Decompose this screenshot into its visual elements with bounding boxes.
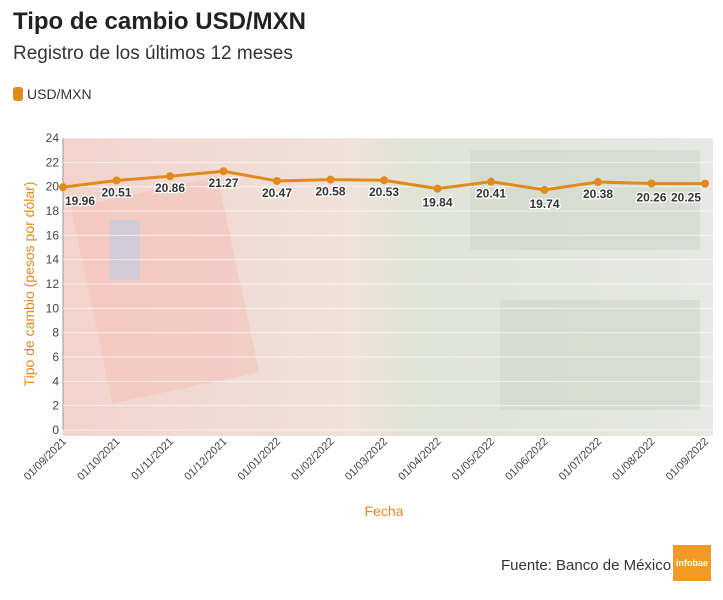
dollar-note bbox=[470, 150, 700, 250]
legend: USD/MXN bbox=[13, 86, 92, 102]
x-tick-label: 01/12/2021 bbox=[182, 436, 229, 483]
data-label: 20.41 bbox=[476, 187, 506, 201]
peso-note-blue bbox=[110, 220, 140, 280]
data-label: 20.53 bbox=[369, 185, 399, 199]
data-label: 20.25 bbox=[671, 191, 701, 205]
y-tick-label: 2 bbox=[52, 399, 59, 413]
dollar-note bbox=[500, 300, 700, 410]
data-point bbox=[273, 176, 281, 185]
x-tick-label: 01/04/2022 bbox=[396, 436, 443, 483]
data-point bbox=[219, 167, 228, 176]
y-tick-label: 16 bbox=[46, 228, 60, 242]
infobae-logo: infobae bbox=[673, 545, 711, 581]
data-point bbox=[59, 183, 67, 192]
data-label: 19.84 bbox=[422, 196, 452, 210]
x-tick-label: 01/02/2022 bbox=[289, 436, 336, 483]
data-label: 21.27 bbox=[208, 176, 238, 190]
data-point bbox=[112, 176, 121, 185]
data-point bbox=[647, 179, 656, 188]
x-tick-label: 01/01/2022 bbox=[236, 436, 283, 483]
y-tick-label: 14 bbox=[46, 253, 60, 267]
data-point bbox=[433, 184, 442, 193]
chart-title: Tipo de cambio USD/MXN bbox=[13, 8, 306, 35]
data-label: 20.47 bbox=[262, 186, 292, 200]
data-point bbox=[166, 172, 174, 181]
y-tick-label: 4 bbox=[52, 374, 59, 388]
x-tick-label: 01/10/2021 bbox=[75, 436, 122, 483]
x-tick-label: 01/06/2022 bbox=[503, 436, 550, 483]
x-axis-title: Fecha bbox=[365, 503, 404, 519]
data-point bbox=[701, 179, 709, 188]
source-note: Fuente: Banco de México bbox=[501, 557, 672, 574]
x-tick-label: 01/05/2022 bbox=[450, 436, 497, 483]
x-tick-label: 01/11/2021 bbox=[129, 436, 176, 483]
legend-label: USD/MXN bbox=[27, 86, 92, 102]
y-axis-title: Tipo de cambio (pesos por dólar) bbox=[21, 182, 37, 387]
data-point bbox=[380, 176, 388, 185]
y-tick-label: 18 bbox=[46, 204, 60, 218]
y-tick-label: 20 bbox=[46, 180, 60, 194]
data-label: 20.86 bbox=[155, 181, 185, 195]
legend-swatch bbox=[13, 87, 23, 101]
data-label: 20.58 bbox=[315, 185, 345, 199]
y-tick-label: 12 bbox=[46, 277, 60, 291]
data-point bbox=[487, 177, 495, 186]
x-tick-label: 01/03/2022 bbox=[343, 436, 390, 483]
data-label: 19.96 bbox=[65, 194, 95, 208]
chart-subtitle: Registro de los últimos 12 meses bbox=[13, 43, 293, 64]
data-point bbox=[326, 175, 335, 184]
data-label: 20.38 bbox=[583, 187, 613, 201]
y-tick-label: 8 bbox=[52, 326, 59, 340]
x-tick-label: 01/07/2022 bbox=[557, 436, 604, 483]
data-label: 19.74 bbox=[529, 197, 559, 211]
x-tick-label: 01/09/2021 bbox=[22, 436, 69, 483]
x-tick-label: 01/08/2022 bbox=[610, 436, 657, 483]
data-point bbox=[540, 185, 549, 194]
y-tick-label: 6 bbox=[52, 350, 59, 364]
data-label: 20.51 bbox=[101, 185, 131, 199]
x-tick-label: 01/09/2022 bbox=[664, 436, 711, 483]
data-point bbox=[594, 178, 602, 187]
y-tick-label: 24 bbox=[46, 131, 60, 145]
data-label: 20.26 bbox=[636, 191, 666, 205]
y-tick-label: 22 bbox=[46, 155, 60, 169]
y-tick-label: 10 bbox=[46, 301, 60, 315]
y-tick-label: 0 bbox=[52, 423, 59, 437]
